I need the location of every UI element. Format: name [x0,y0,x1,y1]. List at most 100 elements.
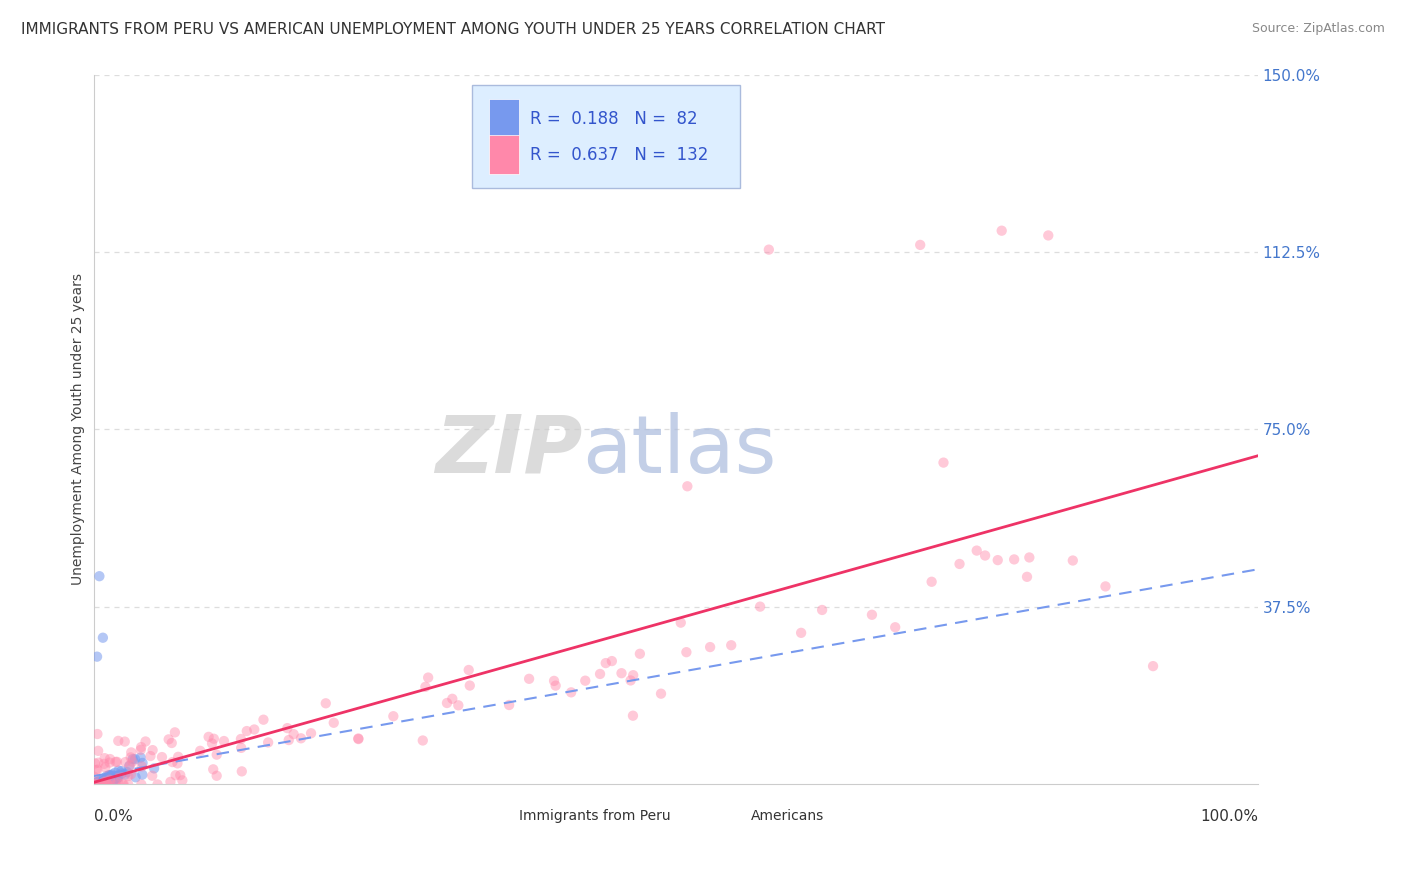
Point [143,761,166,775]
Point [83,777,105,791]
Point [86,777,108,791]
Point [93,773,115,788]
Point [89,569,111,583]
Point [87,774,110,789]
Point [347,732,370,747]
Point [87,776,110,790]
Text: R =  0.188   N =  82: R = 0.188 N = 82 [530,111,697,128]
Point [117,769,139,783]
Point [131,756,153,770]
Point [124,752,146,766]
Text: Immigrants from Peru: Immigrants from Peru [519,809,671,822]
Point [86,775,108,789]
Point [103,772,125,787]
Point [86,727,108,741]
Point [811,603,834,617]
Point [574,673,596,688]
Point [105,771,128,785]
Text: atlas: atlas [582,412,778,490]
Text: Source: ZipAtlas.com: Source: ZipAtlas.com [1251,22,1385,36]
Point [948,557,970,571]
Point [96,769,118,783]
Point [100,769,122,783]
Point [84,777,107,791]
Point [229,731,252,746]
Point [105,772,128,786]
Point [987,553,1010,567]
Point [83,777,105,791]
Point [650,687,672,701]
Point [104,765,127,780]
Point [205,769,228,783]
Point [104,755,127,769]
Point [86,777,108,791]
Point [90,777,112,791]
Point [86,776,108,790]
Point [205,747,228,762]
Point [212,734,235,748]
Point [84,777,107,791]
Point [87,776,110,790]
Point [96,772,118,786]
Point [93,775,115,789]
Point [121,752,143,766]
Text: IMMIGRANTS FROM PERU VS AMERICAN UNEMPLOYMENT AMONG YOUTH UNDER 25 YEARS CORRELA: IMMIGRANTS FROM PERU VS AMERICAN UNEMPLO… [21,22,886,37]
Point [111,777,134,791]
Point [90,772,112,787]
Point [160,736,183,750]
Point [87,775,110,789]
Point [908,238,931,252]
Point [91,631,114,645]
Point [283,727,305,741]
FancyBboxPatch shape [723,808,744,823]
Point [415,680,437,694]
Point [257,735,280,749]
Point [96,775,118,789]
Text: Americans: Americans [751,809,825,822]
Point [790,625,813,640]
Point [114,755,136,769]
Point [118,759,141,773]
Point [86,776,108,790]
Point [921,574,943,589]
Point [124,770,146,784]
Point [543,673,565,688]
Point [188,744,211,758]
Point [758,243,780,257]
Point [83,777,105,791]
Point [96,773,118,788]
Point [107,734,129,748]
Point [93,774,115,789]
Point [93,751,115,765]
Point [610,666,633,681]
Point [101,767,124,781]
Point [87,774,110,789]
Point [589,667,612,681]
Point [112,777,135,791]
Point [101,772,124,786]
Point [121,755,143,769]
Point [96,772,118,786]
Point [120,767,142,781]
Point [110,764,132,779]
Point [105,755,128,769]
Point [84,756,107,771]
Point [83,770,105,784]
Point [115,765,138,780]
Point [89,776,111,790]
Point [966,543,988,558]
Point [498,698,520,712]
Point [83,777,105,791]
Point [93,775,115,789]
Point [84,763,107,777]
Point [1015,570,1038,584]
FancyBboxPatch shape [489,99,519,138]
Point [87,756,110,770]
Point [166,756,188,771]
Point [98,756,121,770]
Point [299,726,322,740]
Point [83,777,105,791]
Point [932,456,955,470]
Point [93,772,115,787]
Point [560,685,582,699]
